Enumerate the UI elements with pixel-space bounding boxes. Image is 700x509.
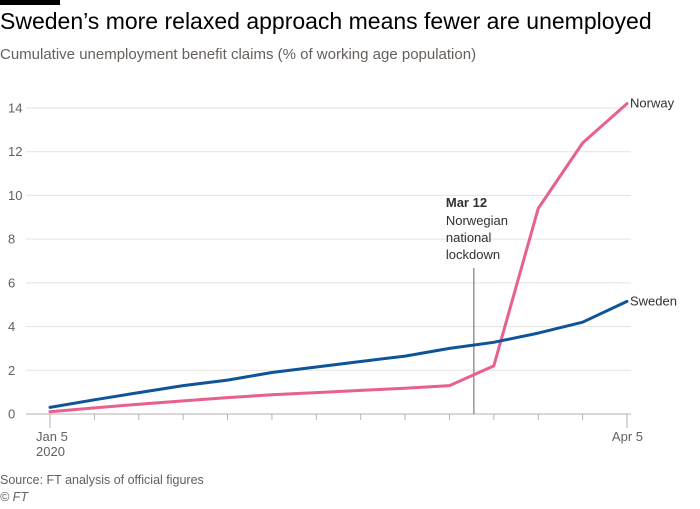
annotation-line-0: Norwegian bbox=[446, 213, 508, 228]
x-tick-label-13: Apr 5 bbox=[612, 429, 643, 444]
series-line-sweden bbox=[48, 299, 629, 409]
y-tick-label-2: 2 bbox=[8, 363, 15, 378]
annotation-date: Mar 12 bbox=[446, 195, 487, 210]
y-tick-label-12: 12 bbox=[8, 144, 22, 159]
x-tick-sublabel-0: 2020 bbox=[36, 444, 65, 459]
annotation-line-2: lockdown bbox=[446, 247, 500, 262]
series-label-sweden: Sweden bbox=[630, 293, 677, 308]
y-tick-label-6: 6 bbox=[8, 275, 15, 290]
y-tick-label-10: 10 bbox=[8, 188, 22, 203]
series-label-norway: Norway bbox=[630, 96, 675, 111]
annotation-line-1: national bbox=[446, 230, 492, 245]
x-tick-label-0: Jan 5 bbox=[36, 429, 68, 444]
y-tick-label-0: 0 bbox=[8, 407, 15, 422]
copyright-note: © FT bbox=[0, 490, 28, 504]
y-tick-label-4: 4 bbox=[8, 319, 15, 334]
y-tick-label-14: 14 bbox=[8, 101, 22, 116]
brand-bar bbox=[0, 0, 60, 5]
y-tick-label-8: 8 bbox=[8, 232, 15, 247]
source-note: Source: FT analysis of official figures bbox=[0, 473, 204, 487]
chart-title: Sweden’s more relaxed approach means few… bbox=[0, 8, 652, 34]
chart-subtitle: Cumulative unemployment benefit claims (… bbox=[0, 46, 477, 63]
series-line-norway bbox=[48, 102, 629, 414]
